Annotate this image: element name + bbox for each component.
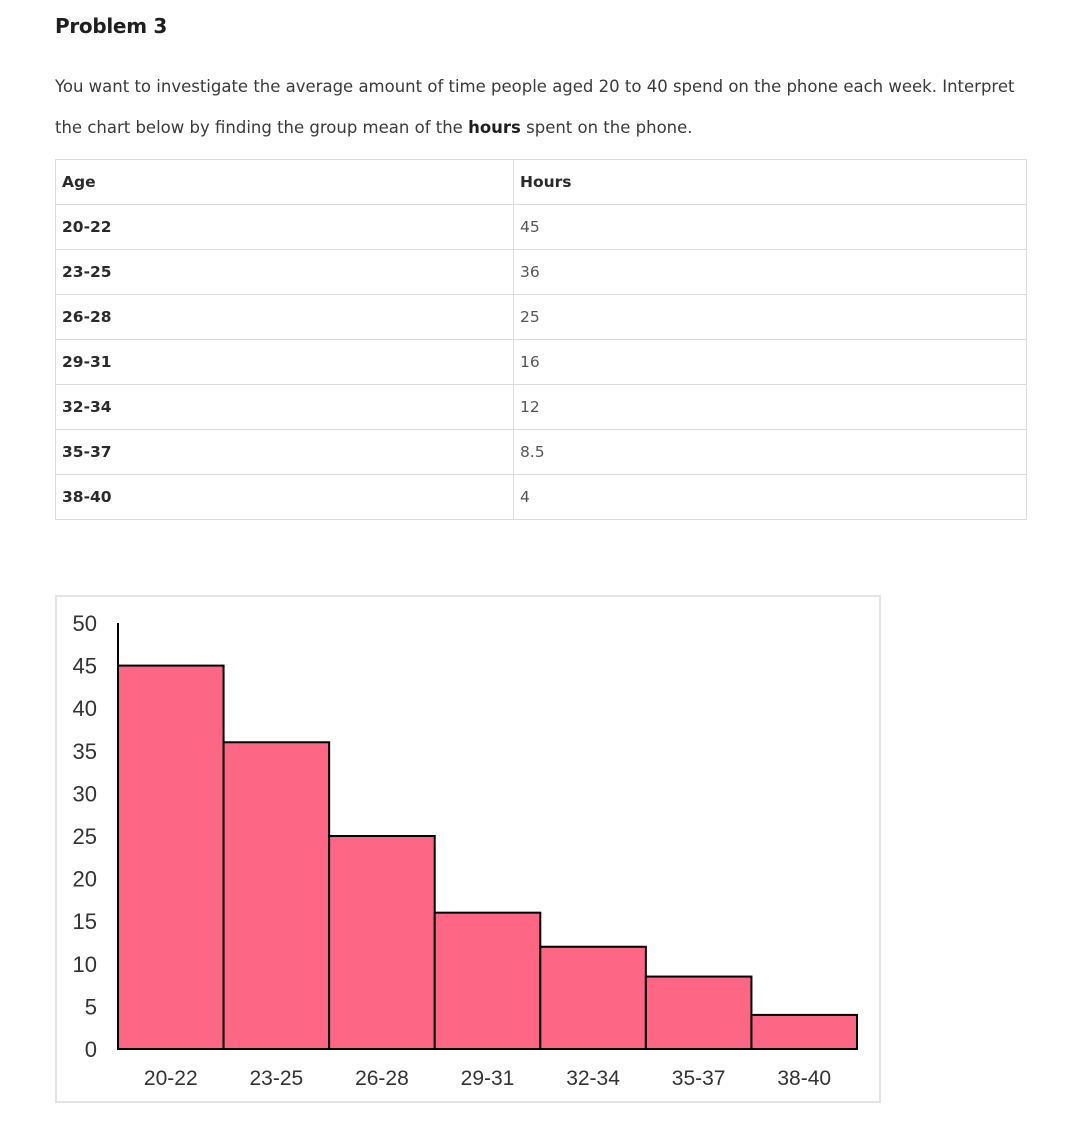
header-age: Age (55, 159, 514, 205)
page-title: Problem 3 (55, 14, 168, 38)
hours-cell: 8.5 (513, 429, 1027, 475)
y-tick-label: 10 (73, 952, 97, 977)
y-tick-label: 45 (73, 654, 97, 679)
age-cell: 32-34 (55, 384, 514, 430)
x-tick-label: 35-37 (672, 1067, 726, 1090)
table-row: 23-25 36 (55, 249, 1027, 295)
table-row: 29-31 16 (55, 339, 1027, 385)
bar-20-22 (117, 664, 225, 1050)
problem-description: You want to investigate the average amou… (55, 66, 1035, 148)
age-cell: 26-28 (55, 294, 514, 340)
age-cell: 38-40 (55, 474, 514, 520)
bar-29-31 (433, 911, 542, 1050)
bar-38-40 (750, 1013, 859, 1051)
table-header-row: Age Hours (55, 159, 1027, 205)
table-row: 26-28 25 (55, 294, 1027, 340)
y-tick-label: 50 (73, 611, 97, 636)
bar-35-37 (644, 975, 753, 1050)
hours-cell: 4 (513, 474, 1027, 520)
bar-32-34 (539, 945, 647, 1051)
age-cell: 29-31 (55, 339, 514, 385)
age-cell: 35-37 (55, 429, 514, 475)
y-tick-label: 5 (85, 994, 97, 1019)
x-tick-label: 20-22 (144, 1067, 198, 1090)
y-tick-label: 35 (73, 739, 97, 764)
y-tick-label: 15 (73, 909, 97, 934)
age-cell: 23-25 (55, 249, 514, 295)
hours-cell: 25 (513, 294, 1027, 340)
age-cell: 20-22 (55, 204, 514, 250)
y-tick-label: 25 (73, 824, 97, 849)
y-tick-label: 30 (73, 781, 97, 806)
y-tick-label: 20 (73, 867, 97, 892)
x-tick-label: 32-34 (566, 1067, 620, 1090)
x-tick-label: 23-25 (249, 1067, 303, 1090)
bar-26-28 (328, 835, 436, 1050)
age-hours-table: Age Hours 20-22 45 23-25 36 26-28 25 29-… (55, 159, 1027, 520)
y-tick-label: 40 (73, 696, 97, 721)
table-row: 32-34 12 (55, 384, 1027, 430)
hours-cell: 16 (513, 339, 1027, 385)
y-tick-label: 0 (85, 1037, 97, 1062)
bar-23-25 (222, 741, 331, 1050)
x-tick-label: 29-31 (461, 1067, 515, 1090)
table-row: 20-22 45 (55, 204, 1027, 250)
hours-cell: 36 (513, 249, 1027, 295)
x-tick-label: 26-28 (355, 1067, 409, 1090)
description-bold-hours: hours (468, 118, 521, 137)
description-text-1: You want to investigate the average amou… (55, 77, 1015, 137)
hours-cell: 12 (513, 384, 1027, 430)
description-text-2: spent on the phone. (520, 118, 693, 137)
histogram-chart: 50 45 40 35 30 25 20 15 10 5 0 20-22 23-25 26-28 29-31… (55, 595, 881, 1103)
hours-cell: 45 (513, 204, 1027, 250)
header-hours: Hours (513, 159, 1027, 205)
x-tick-label: 38-40 (777, 1067, 831, 1090)
table-row: 35-37 8.5 (55, 429, 1027, 475)
table-row: 38-40 4 (55, 474, 1027, 520)
